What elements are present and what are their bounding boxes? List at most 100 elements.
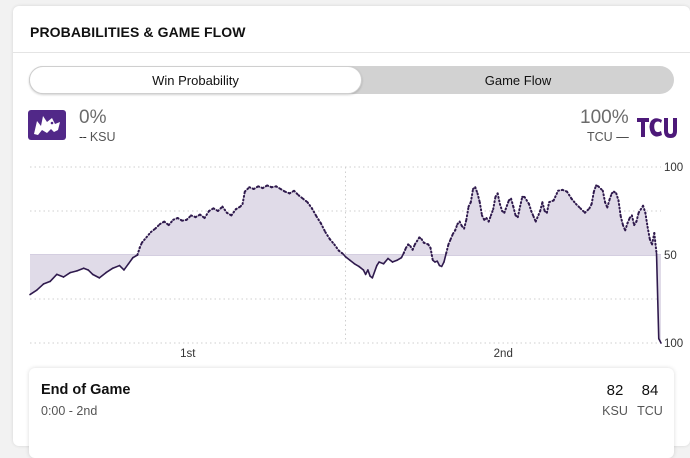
away-score: 82 [606, 382, 624, 399]
probability-line-segment [583, 207, 591, 214]
probability-line-segment [465, 205, 470, 221]
probability-line-segment [230, 208, 237, 217]
probability-line-segment [445, 243, 450, 255]
probability-line-segment [514, 214, 519, 219]
probability-line-segment [489, 208, 495, 217]
probability-line-segment [642, 204, 647, 214]
probability-line-segment [143, 236, 148, 242]
probability-line-segment [407, 243, 412, 248]
probability-line-segment [203, 210, 211, 220]
probability-line-segment [140, 239, 146, 244]
probability-line-segment [118, 264, 125, 271]
probability-line-segment [35, 283, 45, 292]
probability-line-segment [456, 220, 461, 226]
probability-line-segment [498, 202, 504, 212]
kansas-state-wildcat-logo-icon [28, 110, 66, 140]
tab-win-probability[interactable]: Win Probability [29, 66, 362, 94]
probability-line-segment [443, 252, 447, 263]
probability-line-segment [293, 189, 300, 197]
probability-line-segment [606, 198, 611, 209]
probability-line-segment [543, 210, 548, 214]
probability-line-segment [463, 218, 468, 230]
probability-line-segment [474, 186, 479, 195]
probability-line-segment [655, 252, 660, 340]
probability-line-segment [570, 197, 577, 205]
probability-line-segment [344, 255, 351, 262]
probability-line-segment [534, 210, 542, 223]
probability-line-segment [353, 262, 360, 268]
probability-line-segment [167, 218, 175, 227]
probability-line-segment [378, 261, 385, 265]
probability-line-segment [418, 236, 423, 241]
probability-line-segment [628, 214, 633, 220]
probability-line-segment [111, 264, 121, 270]
probability-line-segment [310, 207, 318, 218]
chart-plot [29, 184, 662, 344]
away-score-team: KSU [602, 404, 628, 418]
probability-line-segment [512, 205, 517, 217]
y-tick-label: 50 [664, 250, 677, 262]
probability-line-segment [319, 222, 327, 234]
probability-line-segment [29, 289, 38, 296]
x-tick-label: 1st [180, 348, 196, 360]
probability-line-segment [315, 215, 322, 225]
home-win-probability: 100% [580, 107, 629, 128]
probability-line-segment [574, 202, 582, 210]
probability-line-segment [413, 236, 421, 246]
probability-line-segment [429, 246, 434, 262]
probability-line-segment [391, 259, 398, 263]
probability-line-segment [145, 231, 152, 239]
tab-game-flow[interactable]: Game Flow [484, 72, 552, 88]
probability-line-segment [579, 207, 586, 214]
probability-line-segment [503, 199, 510, 214]
probability-line-segment [519, 195, 524, 208]
probability-line-segment [595, 184, 600, 188]
probability-line-segment [617, 199, 622, 218]
probability-line-segment [91, 273, 101, 279]
probability-line-segment [651, 232, 656, 246]
probability-line-segment [460, 224, 466, 230]
probability-line-segment [387, 257, 394, 263]
probability-line-segment [597, 185, 604, 192]
probability-line-segment [62, 271, 72, 278]
home-score: 84 [641, 382, 659, 399]
probability-line-segment [657, 337, 662, 344]
probability-line-segment [358, 265, 365, 271]
probability-line-segment [492, 195, 497, 211]
probability-line-segment [635, 211, 640, 223]
probability-line-segment [333, 243, 340, 252]
probability-line-segment [241, 190, 246, 205]
probability-line-segment [221, 205, 228, 214]
probability-line-segment [483, 217, 488, 221]
probability-line-segment [653, 232, 658, 255]
chart-toggle: Win Probability Game Flow [29, 66, 674, 94]
probability-line-segment [396, 256, 403, 262]
probability-line-segment [496, 192, 501, 205]
probability-line-segment [82, 267, 89, 271]
game-clock: 0:00 - 2nd [41, 404, 98, 418]
home-team-abbr: TCU [587, 130, 613, 144]
probability-line-segment [69, 270, 78, 274]
probability-line-segment [42, 280, 51, 285]
away-team-abbr: KSU [89, 130, 116, 144]
section-title: PROBABILITIES & GAME FLOW [30, 24, 246, 40]
probability-line-segment [76, 267, 85, 272]
probability-line-segment [105, 267, 114, 274]
probability-line-segment [56, 273, 65, 278]
game-status-panel: End of Game 0:00 - 2nd 82 84 KSU TCU [29, 368, 674, 458]
probability-line-segment [367, 269, 371, 277]
probability-line-segment [123, 262, 130, 271]
away-legend: -- KSU [79, 130, 116, 144]
probability-line-segment [608, 192, 613, 201]
probability-line-segment [469, 188, 475, 204]
probability-line-segment [239, 202, 244, 208]
probability-line-segment [619, 215, 624, 227]
probability-line-segment [472, 186, 477, 190]
game-status: End of Game [41, 382, 131, 398]
y-tick-label: 100 [664, 162, 683, 174]
probability-line-segment [436, 260, 441, 267]
probability-line-segment [49, 273, 58, 283]
probability-line-segment [476, 192, 481, 204]
probability-line-segment [127, 256, 134, 265]
probability-line-segment [615, 192, 620, 202]
